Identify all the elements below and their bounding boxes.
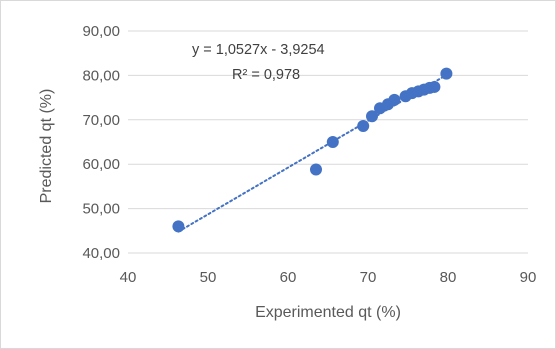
data-point — [310, 163, 322, 176]
x-tick-label: 60 — [280, 269, 297, 286]
data-point — [357, 120, 370, 133]
trendline — [177, 74, 448, 233]
y-tick-label: 50,00 — [82, 201, 120, 218]
data-point — [388, 93, 401, 106]
trendline-equation: y = 1,0527x - 3,9254 — [192, 42, 325, 58]
x-tick-label: 70 — [360, 269, 377, 286]
x-tick-label: 50 — [200, 269, 217, 286]
y-tick-label: 40,00 — [82, 245, 120, 262]
x-tick-labels: 40 50 60 70 80 90 — [120, 269, 537, 286]
data-point — [366, 110, 378, 123]
data-points — [172, 67, 453, 233]
r-squared-label: R² = 0,978 — [232, 67, 300, 83]
x-tick-label: 90 — [520, 269, 537, 286]
data-point — [440, 67, 453, 80]
y-tick-label: 90,00 — [82, 23, 120, 40]
y-tick-labels: 40,00 50,00 60,00 70,00 80,00 90,00 — [82, 23, 120, 262]
x-tick-label: 80 — [440, 269, 457, 286]
x-tick-label: 40 — [120, 269, 137, 286]
data-point — [428, 80, 441, 93]
data-point — [326, 136, 339, 148]
y-axis-title: Predicted qt (%) — [38, 89, 55, 204]
y-tick-label: 70,00 — [82, 112, 120, 129]
gridlines — [128, 30, 528, 210]
y-tick-label: 60,00 — [82, 156, 120, 173]
data-point — [172, 220, 185, 233]
x-axis-title: Experimented qt (%) — [255, 304, 401, 321]
y-tick-label: 80,00 — [82, 67, 120, 84]
